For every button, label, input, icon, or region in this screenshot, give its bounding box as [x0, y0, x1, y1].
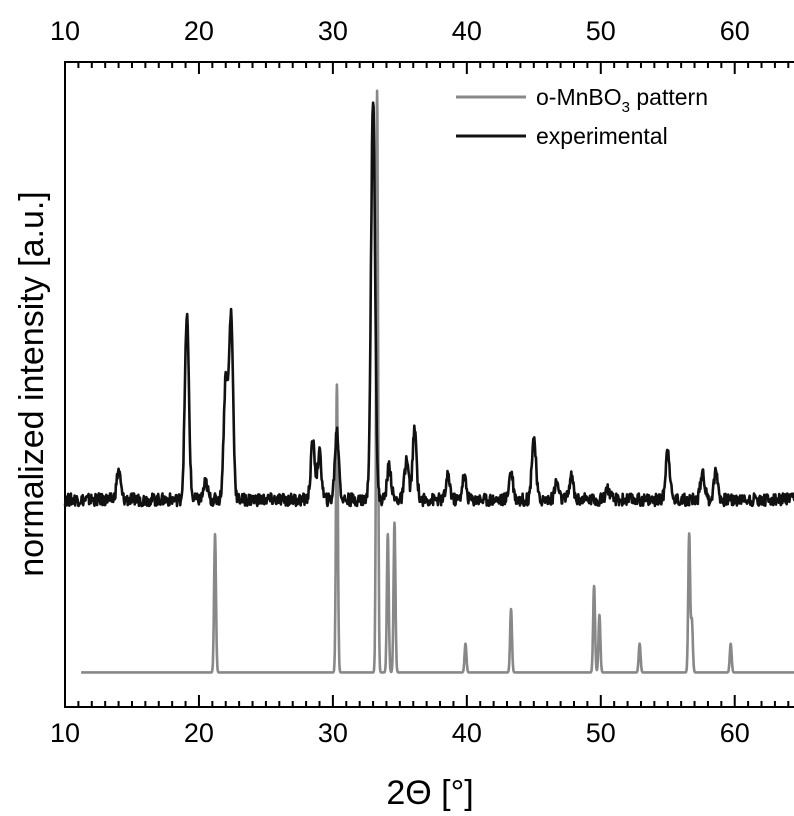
- x-tick-label-top: 40: [452, 16, 482, 46]
- tick-labels: 10 10 20 20 30 30 40 40 50 50 60 60: [50, 16, 750, 748]
- legend-label-reference: o-MnBO3 pattern: [536, 84, 708, 116]
- series-line-reference: [80, 89, 794, 674]
- y-axis-title: normalized intensity [a.u.]: [13, 191, 51, 577]
- x-tick-label-top: 20: [184, 16, 214, 46]
- x-tick-label-top: 10: [50, 16, 80, 46]
- x-tick-label-bottom: 10: [50, 718, 80, 748]
- x-tick-label-top: 60: [720, 16, 750, 46]
- x-tick-label-bottom: 30: [318, 718, 348, 748]
- axis-ticks: [64, 62, 790, 707]
- x-tick-label-bottom: 60: [720, 718, 750, 748]
- x-tick-label-bottom: 50: [586, 718, 616, 748]
- x-axis-title: 2Θ [°]: [386, 774, 473, 812]
- series-layer: [63, 89, 794, 674]
- legend: o-MnBO3 pattern experimental: [456, 84, 708, 149]
- x-tick-label-bottom: 20: [184, 718, 214, 748]
- x-tick-label-top: 50: [586, 16, 616, 46]
- x-tick-label-top: 30: [318, 16, 348, 46]
- x-tick-label-bottom: 40: [452, 718, 482, 748]
- plot-frame: [64, 61, 794, 708]
- legend-label-experimental: experimental: [536, 123, 668, 149]
- series-line-experimental: [63, 101, 794, 508]
